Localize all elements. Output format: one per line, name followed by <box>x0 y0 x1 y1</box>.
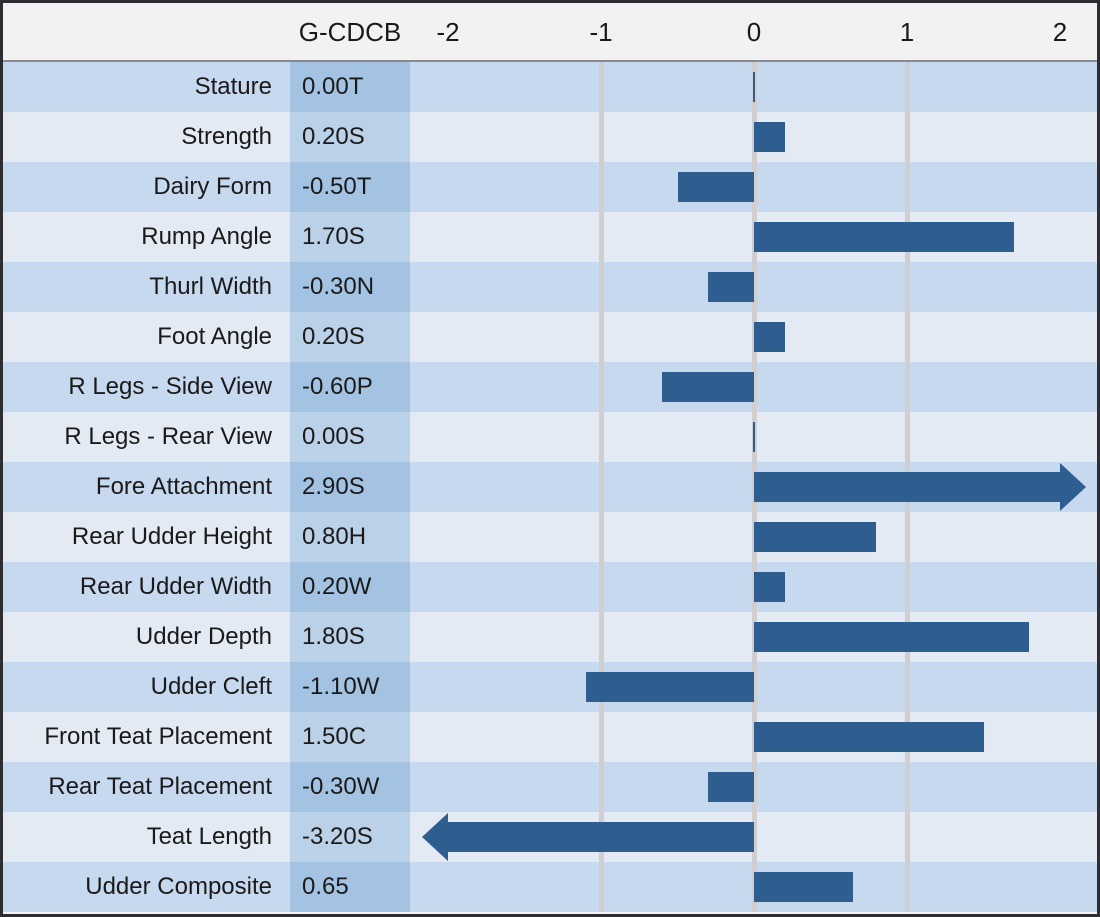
trait-label: Thurl Width <box>149 273 272 300</box>
trait-bar <box>754 622 1030 652</box>
trait-plot-cell <box>410 412 1097 462</box>
axis-tick-label: 0 <box>746 17 762 47</box>
overflow-arrowhead <box>1060 463 1086 511</box>
trait-bar <box>677 172 754 202</box>
trait-bar <box>754 522 877 552</box>
trait-label: R Legs - Side View <box>68 373 272 400</box>
trait-bar <box>754 222 1015 252</box>
trait-row: Rear Udder Height 0.80H <box>3 512 1097 562</box>
trait-plot-cell <box>410 512 1097 562</box>
trait-label: Front Teat Placement <box>44 723 272 750</box>
trait-bar <box>754 472 1060 502</box>
trait-bar <box>708 272 754 302</box>
trait-bar <box>662 372 754 402</box>
trait-label: Udder Composite <box>85 873 272 900</box>
trait-value: 1.50C <box>290 712 410 762</box>
trait-row: Udder Depth 1.80S <box>3 612 1097 662</box>
trait-label: Rear Udder Width <box>79 573 272 600</box>
trait-plot-cell <box>410 712 1097 762</box>
trait-bar <box>585 672 754 702</box>
trait-bar <box>708 772 754 802</box>
trait-value: 0.20W <box>290 562 410 612</box>
axis-tick-label: 1 <box>899 17 915 47</box>
trait-value: 1.70S <box>290 212 410 262</box>
axis-tick-label: 2 <box>1052 17 1068 47</box>
trait-plot-cell <box>410 562 1097 612</box>
trait-plot-cell <box>410 312 1097 362</box>
trait-plot-cell <box>410 862 1097 912</box>
trait-value: -1.10W <box>290 662 410 712</box>
trait-value: 0.00T <box>290 62 410 112</box>
trait-bar <box>448 822 754 852</box>
trait-row: Rump Angle 1.70S <box>3 212 1097 262</box>
trait-label: Udder Cleft <box>150 673 272 700</box>
trait-value: -0.30N <box>290 262 410 312</box>
trait-bar <box>754 872 854 902</box>
trait-row: Strength 0.20S <box>3 112 1097 162</box>
axis-tick-label: -1 <box>589 17 613 47</box>
value-column-header: G-CDCB <box>298 17 402 47</box>
trait-value: 0.20S <box>290 112 410 162</box>
trait-bar-zero <box>753 72 755 102</box>
trait-label: Dairy Form <box>153 173 272 200</box>
trait-label: R Legs - Rear View <box>64 423 272 450</box>
trait-label: Stature <box>194 73 272 100</box>
gridline <box>598 62 604 912</box>
trait-value: -0.60P <box>290 362 410 412</box>
trait-row: R Legs - Side View -0.60P <box>3 362 1097 412</box>
trait-plot-cell <box>410 262 1097 312</box>
trait-row: Rear Teat Placement -0.30W <box>3 762 1097 812</box>
trait-plot-cell <box>410 162 1097 212</box>
trait-value: 0.80H <box>290 512 410 562</box>
trait-plot-cell <box>410 762 1097 812</box>
trait-row: Foot Angle 0.20S <box>3 312 1097 362</box>
trait-bar <box>754 722 984 752</box>
trait-row: Udder Composite 0.65 <box>3 862 1097 912</box>
trait-value: 0.00S <box>290 412 410 462</box>
trait-label: Rear Udder Height <box>71 523 272 550</box>
trait-value: -3.20S <box>290 812 410 862</box>
trait-bar <box>754 572 785 602</box>
trait-bar-zero <box>753 422 755 452</box>
trait-row: Udder Cleft -1.10W <box>3 662 1097 712</box>
trait-bar <box>754 322 785 352</box>
trait-label: Rear Teat Placement <box>48 773 272 800</box>
trait-plot-cell <box>410 62 1097 112</box>
trait-label: Foot Angle <box>157 323 272 350</box>
trait-plot-cell <box>410 462 1097 512</box>
trait-row: R Legs - Rear View 0.00S <box>3 412 1097 462</box>
trait-value: 2.90S <box>290 462 410 512</box>
trait-bar <box>754 122 785 152</box>
trait-label: Udder Depth <box>135 623 272 650</box>
trait-value: -0.50T <box>290 162 410 212</box>
trait-label: Strength <box>181 123 272 150</box>
overflow-arrowhead <box>422 813 448 861</box>
chart-header: G-CDCB -2 -1 0 1 2 <box>3 3 1097 62</box>
trait-value: 1.80S <box>290 612 410 662</box>
trait-value: -0.30W <box>290 762 410 812</box>
trait-plot-cell <box>410 362 1097 412</box>
trait-plot-cell <box>410 612 1097 662</box>
trait-label: Rump Angle <box>141 223 272 250</box>
trait-row: Thurl Width -0.30N <box>3 262 1097 312</box>
chart-rows: Stature 0.00T Strength 0.20S Dairy Form -0.50… <box>3 62 1097 912</box>
trait-plot-cell <box>410 662 1097 712</box>
trait-value: 0.65 <box>290 862 410 912</box>
trait-row: Front Teat Placement 1.50C <box>3 712 1097 762</box>
trait-plot-cell <box>410 112 1097 162</box>
trait-plot-cell <box>410 812 1097 862</box>
trait-row: Dairy Form -0.50T <box>3 162 1097 212</box>
trait-row: Teat Length -3.20S <box>3 812 1097 862</box>
trait-plot-cell <box>410 212 1097 262</box>
trait-value: 0.20S <box>290 312 410 362</box>
trait-row: Rear Udder Width 0.20W <box>3 562 1097 612</box>
trait-row: Fore Attachment 2.90S <box>3 462 1097 512</box>
trait-label: Fore Attachment <box>95 473 272 500</box>
axis-tick-label: -2 <box>436 17 460 47</box>
trait-row: Stature 0.00T <box>3 62 1097 112</box>
trait-label: Teat Length <box>146 823 272 850</box>
